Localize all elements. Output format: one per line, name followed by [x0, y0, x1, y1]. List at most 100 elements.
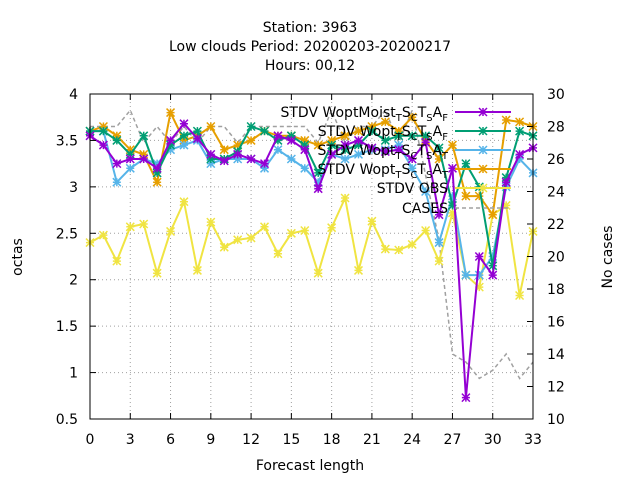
data-point [286, 154, 296, 164]
data-point [367, 121, 377, 132]
data-point [98, 126, 108, 136]
data-point [380, 117, 390, 127]
data-point [327, 149, 337, 159]
data-point [461, 191, 471, 201]
data-point [340, 140, 350, 150]
chart-title: Station: 3963 Low clouds Period: 20200203… [169, 20, 451, 74]
data-point [407, 239, 417, 249]
y2-axis-label: No cases [600, 226, 616, 289]
data-point [501, 200, 511, 210]
y2-tick-label: 20 [547, 250, 565, 266]
data-point [340, 154, 350, 164]
x-tick-label: 3 [126, 432, 135, 448]
x-tick-label: 15 [282, 432, 300, 448]
data-point [139, 149, 149, 159]
data-point [394, 126, 404, 136]
data-point [219, 242, 229, 252]
y2-tick-label: 26 [547, 152, 565, 168]
data-point [125, 145, 135, 155]
data-point [447, 163, 457, 173]
data-point [340, 193, 350, 203]
data-point [98, 121, 108, 132]
x-axis-ticks: 0 3 6 9 12 15 18 21 24 27 30 33 [86, 94, 542, 448]
data-point [313, 140, 323, 150]
data-point [246, 135, 256, 145]
data-point [515, 117, 525, 127]
y2-tick-label: 28 [547, 120, 565, 136]
data-point [515, 290, 525, 301]
data-point [98, 230, 108, 240]
x-tick-label: 18 [323, 432, 341, 448]
data-point [112, 177, 122, 187]
data-point [219, 156, 229, 166]
data-point [166, 226, 176, 236]
data-point [327, 223, 337, 233]
data-point [98, 140, 108, 150]
data-point [300, 135, 310, 145]
data-point [407, 131, 417, 141]
data-point [434, 210, 444, 220]
data-point [125, 163, 135, 173]
data-point [461, 270, 471, 280]
data-point [273, 145, 283, 155]
data-point [421, 186, 431, 197]
data-point [166, 108, 176, 118]
y2-tick-label: 12 [547, 380, 565, 396]
data-point [474, 251, 484, 262]
data-point [461, 393, 471, 403]
data-point [192, 126, 202, 136]
data-point [434, 154, 444, 164]
data-point [206, 121, 216, 132]
data-point [327, 135, 337, 145]
y-tick-label: 1.5 [56, 319, 78, 335]
y-tick-label: 4 [69, 87, 78, 103]
legend-label: STDV WoptTSCTSAT [317, 162, 448, 181]
data-point [474, 182, 484, 192]
data-point [474, 270, 484, 280]
data-point [246, 233, 256, 243]
data-point [286, 131, 296, 141]
data-point [327, 140, 337, 150]
data-point [380, 147, 390, 157]
y-tick-label: 0.5 [56, 412, 78, 428]
y-tick-label: 1 [69, 366, 78, 382]
series-line [89, 194, 534, 296]
data-point [206, 217, 216, 227]
data-point [286, 228, 296, 238]
x-tick-label: 0 [86, 432, 95, 448]
legend-label: STDV WoptTSCTSAT [317, 143, 448, 162]
data-point [488, 270, 498, 280]
data-point [313, 177, 323, 187]
data-point [488, 251, 498, 262]
data-point [112, 135, 122, 145]
y2-tick-label: 18 [547, 282, 565, 298]
y-axis-ticks: 0.5 1 1.5 2 2.5 3 3.5 4 [56, 87, 96, 428]
data-point [394, 131, 404, 141]
data-point [367, 126, 377, 136]
data-point [340, 131, 350, 141]
data-point [219, 145, 229, 155]
data-point [166, 135, 176, 145]
data-point [447, 140, 457, 150]
series-line [89, 122, 534, 398]
legend-label: STDV WoptMoistTSCTSAF [280, 105, 448, 124]
y-tick-label: 3 [69, 180, 78, 196]
data-point [501, 115, 511, 125]
x-tick-label: 30 [484, 432, 502, 448]
data-point [515, 154, 525, 164]
data-point [300, 225, 310, 236]
data-point [488, 210, 498, 220]
y-tick-label: 2.5 [56, 226, 78, 242]
y-tick-label: 2 [69, 273, 78, 289]
x-tick-label: 12 [242, 432, 260, 448]
data-point [179, 131, 189, 141]
data-point [273, 135, 283, 145]
y2-tick-label: 24 [547, 185, 565, 201]
data-point [353, 149, 364, 159]
legend-marker [478, 145, 488, 155]
data-point [474, 191, 484, 201]
data-point [179, 119, 189, 129]
series-0 [85, 119, 538, 403]
x-tick-label: 9 [206, 432, 215, 448]
data-point [259, 163, 270, 173]
